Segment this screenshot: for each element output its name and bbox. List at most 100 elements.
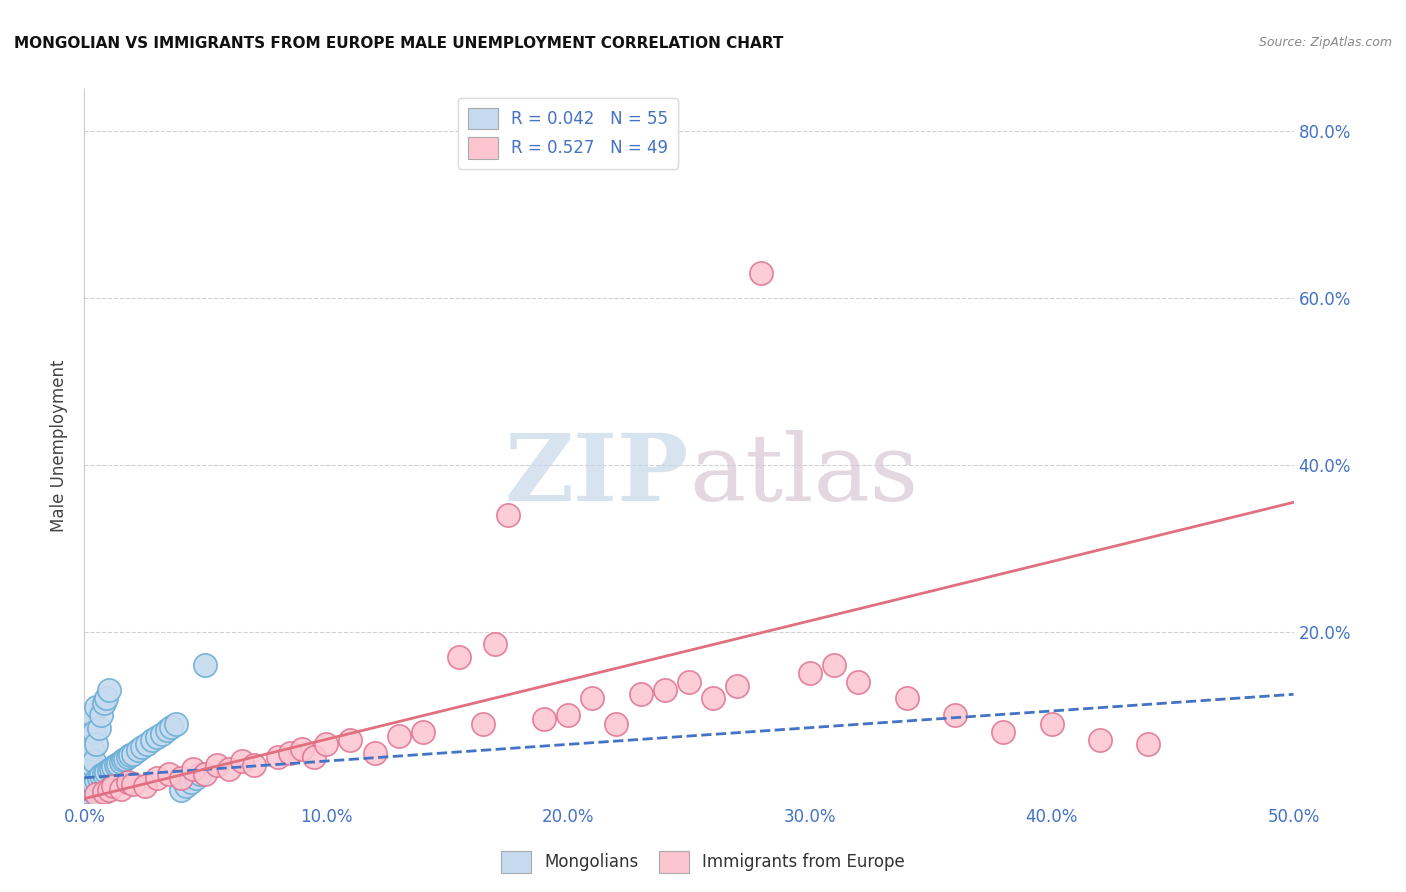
Point <box>194 766 217 780</box>
Point <box>94 764 117 779</box>
Point <box>97 764 120 778</box>
Point <box>302 750 325 764</box>
Point <box>363 746 385 760</box>
Point <box>77 733 100 747</box>
Point <box>242 758 264 772</box>
Point <box>141 733 163 747</box>
Point <box>533 712 555 726</box>
Point <box>83 776 105 790</box>
Point <box>339 733 361 747</box>
Point <box>76 785 98 799</box>
Point <box>725 679 748 693</box>
Point <box>76 746 98 760</box>
Point <box>1040 716 1063 731</box>
Point <box>121 776 143 790</box>
Point <box>86 699 108 714</box>
Legend: R = 0.042   N = 55, R = 0.527   N = 49: R = 0.042 N = 55, R = 0.527 N = 49 <box>458 97 678 169</box>
Point <box>86 738 108 752</box>
Point <box>194 658 217 673</box>
Point <box>315 738 337 752</box>
Point <box>165 716 187 731</box>
Point <box>90 768 112 782</box>
Legend: Mongolians, Immigrants from Europe: Mongolians, Immigrants from Europe <box>495 845 911 880</box>
Point <box>114 751 136 765</box>
Point <box>799 666 821 681</box>
Point <box>110 755 132 769</box>
Point <box>155 723 177 738</box>
Point <box>76 788 98 802</box>
Point <box>231 754 253 768</box>
Point <box>107 756 129 771</box>
Point <box>97 783 120 797</box>
Point <box>93 785 115 799</box>
Y-axis label: Male Unemployment: Male Unemployment <box>51 359 69 533</box>
Point <box>93 766 115 780</box>
Point <box>134 779 156 793</box>
Point <box>80 708 103 723</box>
Point <box>412 724 434 739</box>
Point <box>823 658 845 673</box>
Point <box>77 781 100 796</box>
Point <box>218 763 240 777</box>
Point <box>181 763 204 777</box>
Point <box>86 788 108 802</box>
Point <box>496 508 519 522</box>
Point <box>77 716 100 731</box>
Point <box>93 696 115 710</box>
Point <box>160 720 183 734</box>
Text: ZIP: ZIP <box>505 430 689 519</box>
Point <box>190 766 212 780</box>
Point <box>170 783 193 797</box>
Point <box>557 708 579 723</box>
Point <box>605 716 627 731</box>
Point <box>170 771 193 785</box>
Point <box>472 716 495 731</box>
Point <box>846 674 869 689</box>
Point <box>97 683 120 698</box>
Point <box>146 730 169 744</box>
Point <box>127 743 149 757</box>
Point <box>76 763 98 777</box>
Point <box>80 741 103 756</box>
Point <box>104 758 127 772</box>
Point <box>449 649 471 664</box>
Point <box>630 687 652 701</box>
Point <box>112 753 135 767</box>
Point <box>157 766 180 780</box>
Point <box>278 746 301 760</box>
Point <box>751 266 773 280</box>
Point <box>654 683 676 698</box>
Point <box>83 724 105 739</box>
Point <box>388 729 411 743</box>
Point <box>267 750 290 764</box>
Text: Source: ZipAtlas.com: Source: ZipAtlas.com <box>1258 36 1392 49</box>
Point <box>87 721 110 735</box>
Point <box>943 708 966 723</box>
Point <box>180 775 202 789</box>
Point <box>993 724 1015 739</box>
Point <box>77 750 100 764</box>
Point <box>83 754 105 768</box>
Point <box>1137 738 1160 752</box>
Point <box>581 691 603 706</box>
Point <box>103 760 125 774</box>
Point <box>86 773 108 788</box>
Point <box>94 691 117 706</box>
Point <box>131 739 153 754</box>
Point <box>100 762 122 776</box>
Point <box>103 779 125 793</box>
Point <box>896 691 918 706</box>
Text: MONGOLIAN VS IMMIGRANTS FROM EUROPE MALE UNEMPLOYMENT CORRELATION CHART: MONGOLIAN VS IMMIGRANTS FROM EUROPE MALE… <box>14 36 783 51</box>
Point <box>80 779 103 793</box>
Point <box>1088 733 1111 747</box>
Point <box>110 781 132 796</box>
Point <box>76 775 98 789</box>
Point <box>184 771 207 785</box>
Point <box>702 691 724 706</box>
Point <box>484 637 506 651</box>
Point <box>207 758 229 772</box>
Point <box>117 775 139 789</box>
Point <box>121 747 143 761</box>
Point <box>544 149 567 163</box>
Point <box>174 779 197 793</box>
